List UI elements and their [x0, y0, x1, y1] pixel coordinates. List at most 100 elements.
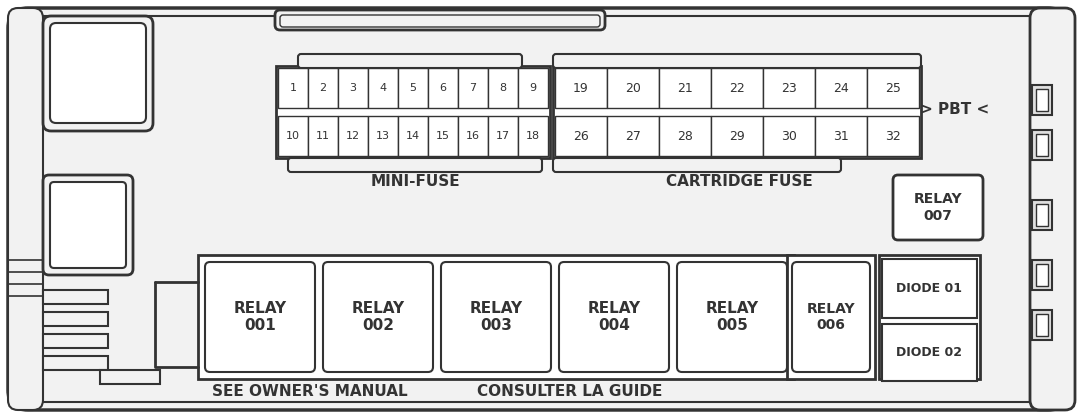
- Text: 21: 21: [677, 82, 693, 94]
- Text: 22: 22: [729, 82, 745, 94]
- Text: RELAY
005: RELAY 005: [705, 301, 758, 333]
- Bar: [1036, 134, 1048, 156]
- FancyBboxPatch shape: [559, 262, 669, 372]
- FancyBboxPatch shape: [50, 23, 146, 123]
- Text: 1: 1: [289, 83, 297, 93]
- Text: > PBT <: > PBT <: [921, 102, 990, 117]
- FancyBboxPatch shape: [288, 158, 542, 172]
- FancyBboxPatch shape: [43, 16, 153, 131]
- Text: 17: 17: [496, 131, 510, 141]
- Bar: [1036, 89, 1048, 111]
- Bar: [787, 255, 875, 379]
- FancyBboxPatch shape: [205, 262, 315, 372]
- Text: RELAY
004: RELAY 004: [587, 301, 640, 333]
- Text: 26: 26: [573, 130, 589, 143]
- Bar: [1036, 264, 1048, 286]
- Bar: [458, 68, 488, 108]
- Bar: [43, 334, 108, 348]
- Text: CARTRIDGE FUSE: CARTRIDGE FUSE: [666, 174, 812, 189]
- FancyBboxPatch shape: [8, 8, 1068, 410]
- Text: 12: 12: [345, 131, 360, 141]
- Bar: [1036, 204, 1048, 226]
- Text: 29: 29: [729, 130, 745, 143]
- Text: 2: 2: [319, 83, 327, 93]
- Bar: [43, 290, 108, 304]
- Text: 11: 11: [316, 131, 330, 141]
- Bar: [368, 68, 397, 108]
- Bar: [308, 68, 338, 108]
- Bar: [554, 68, 606, 108]
- Text: 18: 18: [526, 131, 540, 141]
- Text: 13: 13: [376, 131, 390, 141]
- Bar: [338, 116, 368, 156]
- Bar: [428, 116, 458, 156]
- Bar: [764, 68, 815, 108]
- Text: 20: 20: [625, 82, 641, 94]
- FancyBboxPatch shape: [280, 15, 600, 27]
- Text: 8: 8: [499, 83, 507, 93]
- Bar: [518, 68, 548, 108]
- FancyBboxPatch shape: [50, 182, 126, 268]
- Bar: [554, 116, 606, 156]
- Text: 4: 4: [379, 83, 387, 93]
- FancyBboxPatch shape: [1030, 8, 1075, 410]
- Bar: [368, 116, 397, 156]
- Bar: [1032, 310, 1052, 340]
- Text: 28: 28: [677, 130, 693, 143]
- FancyBboxPatch shape: [275, 10, 605, 30]
- Text: SEE OWNER'S MANUAL: SEE OWNER'S MANUAL: [212, 385, 408, 400]
- Text: 31: 31: [833, 130, 849, 143]
- Text: RELAY
001: RELAY 001: [234, 301, 287, 333]
- Bar: [712, 68, 764, 108]
- Bar: [882, 324, 977, 381]
- Text: RELAY
003: RELAY 003: [469, 301, 523, 333]
- Bar: [867, 68, 919, 108]
- Bar: [553, 66, 921, 158]
- Text: RELAY
002: RELAY 002: [352, 301, 405, 333]
- Bar: [308, 116, 338, 156]
- FancyBboxPatch shape: [553, 54, 921, 68]
- FancyBboxPatch shape: [553, 158, 841, 172]
- FancyBboxPatch shape: [298, 54, 522, 68]
- Bar: [428, 68, 458, 108]
- Bar: [658, 68, 712, 108]
- Bar: [278, 68, 308, 108]
- Text: 16: 16: [466, 131, 480, 141]
- Bar: [1032, 200, 1052, 230]
- Text: 5: 5: [409, 83, 417, 93]
- Text: 32: 32: [885, 130, 901, 143]
- Text: DIODE 02: DIODE 02: [897, 346, 963, 359]
- Bar: [1032, 130, 1052, 160]
- Text: 7: 7: [469, 83, 477, 93]
- Bar: [198, 255, 794, 379]
- FancyBboxPatch shape: [893, 175, 983, 240]
- Bar: [518, 116, 548, 156]
- Bar: [658, 116, 712, 156]
- Bar: [815, 68, 867, 108]
- Text: 27: 27: [625, 130, 641, 143]
- Bar: [1032, 85, 1052, 115]
- Text: 25: 25: [885, 82, 901, 94]
- Bar: [1036, 314, 1048, 336]
- Bar: [338, 68, 368, 108]
- Bar: [43, 312, 108, 326]
- Text: 15: 15: [436, 131, 451, 141]
- Bar: [397, 68, 428, 108]
- Bar: [488, 68, 518, 108]
- Bar: [606, 116, 658, 156]
- Text: RELAY
007: RELAY 007: [914, 192, 963, 223]
- Text: 6: 6: [440, 83, 446, 93]
- FancyBboxPatch shape: [792, 262, 870, 372]
- Text: 10: 10: [286, 131, 300, 141]
- Text: MINI-FUSE: MINI-FUSE: [370, 174, 460, 189]
- Text: 24: 24: [833, 82, 849, 94]
- FancyBboxPatch shape: [16, 16, 1060, 402]
- Bar: [606, 68, 658, 108]
- FancyBboxPatch shape: [323, 262, 433, 372]
- Bar: [278, 116, 308, 156]
- Bar: [879, 255, 980, 379]
- FancyBboxPatch shape: [43, 175, 133, 275]
- Bar: [276, 66, 550, 158]
- Text: 23: 23: [781, 82, 797, 94]
- Text: CONSULTER LA GUIDE: CONSULTER LA GUIDE: [478, 385, 663, 400]
